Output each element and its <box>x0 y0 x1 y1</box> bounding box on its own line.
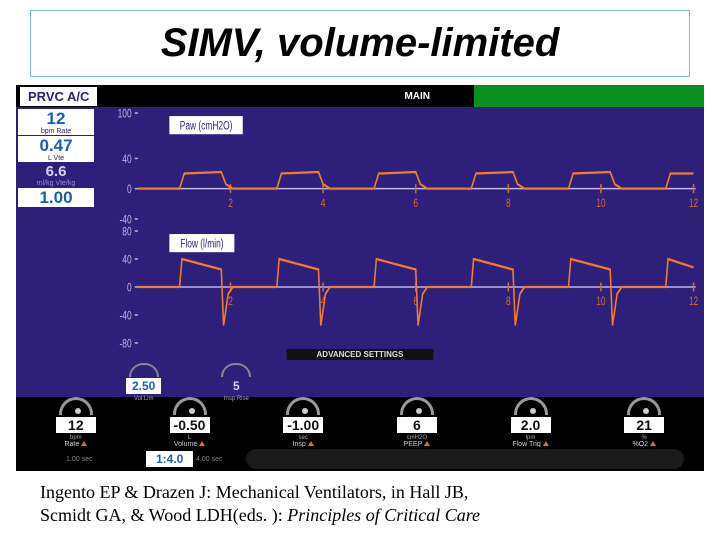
svg-text:-40: -40 <box>120 310 132 323</box>
svg-text:80: 80 <box>122 226 131 239</box>
readout-3: 1.00 <box>18 188 94 207</box>
svg-text:-40: -40 <box>120 214 132 227</box>
svg-text:2: 2 <box>228 198 233 211</box>
ie-ratio: 1:4.0 <box>146 451 193 467</box>
advanced-settings-row: ADVANCED SETTINGS 2.50Vol Lim5Insp Rise <box>16 349 704 397</box>
mode-label: PRVC A/C <box>20 87 97 106</box>
timing-bar <box>246 449 684 469</box>
svg-text:0: 0 <box>127 282 132 295</box>
waveform-area: 100 40 0 -40 2 4 6 8 10 12 Paw (cmH2O) 80 40 0 -40 -80 2… <box>96 107 704 349</box>
ie-ratio-row: 1.00 sec 1:4.0 4.00 sec <box>16 447 704 471</box>
svg-text:-80: -80 <box>120 338 132 349</box>
vent-header: PRVC A/C MAIN <box>16 85 704 107</box>
svg-text:2: 2 <box>228 296 233 309</box>
advanced-header: ADVANCED SETTINGS <box>287 349 434 360</box>
svg-text:10: 10 <box>596 296 605 309</box>
slide-title-box: SIMV, volume-limited <box>30 10 690 77</box>
citation: Ingento EP & Drazen J: Mechanical Ventil… <box>0 471 720 540</box>
svg-text:Paw (cmH2O): Paw (cmH2O) <box>180 120 233 133</box>
knob-%o2[interactable]: 21%%O2 <box>592 397 696 448</box>
knob-peep[interactable]: 6cmH2OPEEP <box>365 397 469 448</box>
svg-text:8: 8 <box>506 296 511 309</box>
citation-line1: Ingento EP & Drazen J: Mechanical Ventil… <box>40 482 468 502</box>
header-green-bar <box>474 85 704 107</box>
svg-text:12: 12 <box>689 198 698 211</box>
svg-text:8: 8 <box>506 198 511 211</box>
knob-flow-trig[interactable]: 2.0lpmFlow Trig <box>479 397 583 448</box>
svg-text:12: 12 <box>689 296 698 309</box>
readout-1: 0.47L Vte <box>18 136 94 162</box>
knob-insp[interactable]: -1.00secInsp <box>251 397 355 448</box>
svg-text:Flow (l/min): Flow (l/min) <box>180 238 223 251</box>
svg-text:100: 100 <box>118 108 132 121</box>
bottom-knob-row: 12bpmRate -0.50LVolume -1.00secInsp 6cmH… <box>16 397 704 447</box>
main-tab[interactable]: MAIN <box>390 89 444 104</box>
readout-0: 12bpm Rate <box>18 109 94 135</box>
slide-title: SIMV, volume-limited <box>161 21 560 65</box>
citation-italic: Principles of Critical Care <box>287 505 480 525</box>
insp-time-label: 1.00 sec <box>66 456 92 463</box>
ventilator-screen: PRVC A/C MAIN 12bpm Rate0.47L Vte6.6ml/k… <box>16 85 704 471</box>
svg-text:4: 4 <box>321 198 326 211</box>
left-readouts: 12bpm Rate0.47L Vte6.6ml/kg Vte/kg1.00 <box>16 107 96 349</box>
svg-text:40: 40 <box>122 254 131 267</box>
svg-text:10: 10 <box>596 198 605 211</box>
exp-time-label: 4.00 sec <box>196 456 222 463</box>
knob-volume[interactable]: -0.50LVolume <box>138 397 242 448</box>
knob-rate[interactable]: 12bpmRate <box>24 397 128 448</box>
svg-text:40: 40 <box>122 154 131 167</box>
citation-line2a: Scmidt GA, & Wood LDH(eds. ): <box>40 505 287 525</box>
readout-2: 6.6ml/kg Vte/kg <box>18 163 94 187</box>
svg-text:0: 0 <box>127 184 132 197</box>
svg-text:6: 6 <box>413 198 418 211</box>
